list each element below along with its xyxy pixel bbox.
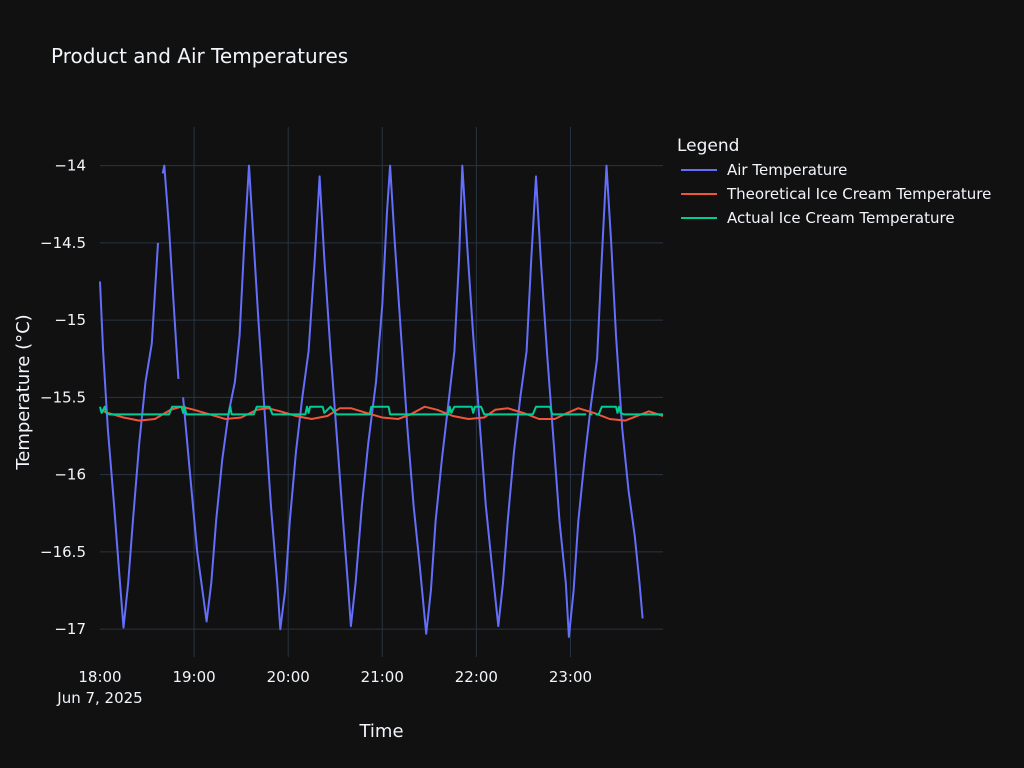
- y-tick-label: −17: [54, 620, 86, 638]
- y-tick-label: −14: [54, 157, 86, 175]
- y-tick-label: −15.5: [40, 388, 86, 406]
- legend[interactable]: Legend Air Temperature Theoretical Ice Cr…: [677, 136, 991, 227]
- y-axis-title: Temperature (°C): [13, 314, 34, 470]
- y-axis-ticks: −14 −14.5 −15 −15.5 −16 −16.5 −17: [40, 157, 86, 639]
- legend-label: Actual Ice Cream Temperature: [727, 209, 955, 227]
- x-tick-label: 19:00: [172, 668, 215, 686]
- legend-label: Theoretical Ice Cream Temperature: [726, 185, 991, 203]
- legend-items[interactable]: Air Temperature Theoretical Ice Cream Tem…: [681, 161, 991, 227]
- legend-title: Legend: [677, 136, 739, 156]
- x-tick-label: 22:00: [455, 668, 498, 686]
- series-line-air-temperature: [99, 164, 644, 638]
- x-axis-date-label: Jun 7, 2025: [56, 689, 142, 707]
- y-tick-label: −16.5: [40, 543, 86, 561]
- plot-area: [100, 127, 663, 657]
- x-tick-label: 18:00: [78, 668, 121, 686]
- legend-item[interactable]: Theoretical Ice Cream Temperature: [681, 185, 991, 203]
- x-tick-label: 20:00: [267, 668, 310, 686]
- series-line-actual-ice-cream-temperature: [99, 405, 663, 416]
- x-tick-label: 23:00: [549, 668, 592, 686]
- x-axis-ticks: 18:00 19:00 20:00 21:00 22:00 23:00: [78, 668, 592, 686]
- x-axis-title: Time: [358, 721, 403, 742]
- series-line-theoretical-ice-cream-temperature: [99, 405, 664, 422]
- legend-item[interactable]: Actual Ice Cream Temperature: [681, 209, 955, 227]
- y-tick-label: −15: [54, 311, 86, 329]
- x-tick-label: 21:00: [361, 668, 404, 686]
- legend-item[interactable]: Air Temperature: [681, 161, 847, 179]
- y-tick-label: −16: [54, 466, 86, 484]
- series-lines: [99, 164, 664, 638]
- legend-label: Air Temperature: [727, 161, 847, 179]
- y-tick-label: −14.5: [40, 234, 86, 252]
- chart-title: Product and Air Temperatures: [51, 44, 348, 68]
